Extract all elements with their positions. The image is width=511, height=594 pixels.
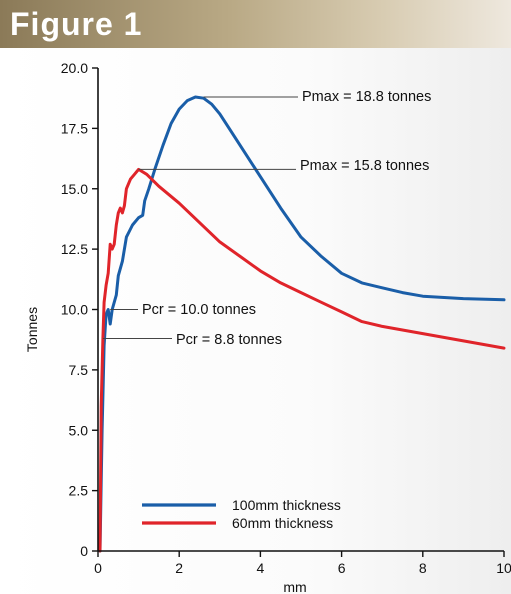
- series-line-60mm-thickness: [98, 167, 506, 553]
- y-tick-label: 0: [80, 543, 88, 559]
- axes-layer: 0 2.5 5.0 7.5 10.0 12.5 15.0 17.5 20.0 0 2 4 6 8 10 mm T…: [24, 60, 511, 594]
- y-axis-label: Tonnes: [24, 307, 40, 352]
- x-tick-label: 4: [257, 560, 265, 576]
- y-tick-label: 17.5: [61, 120, 88, 136]
- y-tick-label: 2.5: [69, 483, 89, 499]
- y-tick-label: 15.0: [61, 181, 88, 197]
- annotation-layer: Pmax = 18.8 tonnes Pmax = 15.8 tonnes Pcr …: [102, 89, 431, 348]
- legend: 100mm thickness 60mm thickness: [142, 497, 341, 531]
- y-tick-label: 20.0: [61, 60, 88, 76]
- x-tick-label: 2: [175, 560, 183, 576]
- x-tick-label: 0: [94, 560, 102, 576]
- annotation-label: Pmax = 15.8 tonnes: [300, 158, 429, 174]
- annotation-label: Pcr = 10.0 tonnes: [142, 302, 256, 318]
- y-tick-label: 12.5: [61, 241, 88, 257]
- legend-label: 60mm thickness: [232, 515, 333, 531]
- figure-header: Figure 1: [0, 0, 511, 48]
- annotation-label: Pcr = 8.8 tonnes: [176, 332, 282, 348]
- x-tick-label: 8: [419, 560, 427, 576]
- annotation-label: Pmax = 18.8 tonnes: [302, 89, 431, 105]
- y-tick-label: 10.0: [61, 302, 88, 318]
- figure-title: Figure 1: [10, 6, 143, 42]
- y-tick-label: 5.0: [69, 422, 89, 438]
- y-tick-label: 7.5: [69, 362, 89, 378]
- legend-label: 100mm thickness: [232, 497, 341, 513]
- x-tick-label: 6: [338, 560, 346, 576]
- x-axis-label: mm: [283, 579, 306, 594]
- x-tick-label: 10: [496, 560, 511, 576]
